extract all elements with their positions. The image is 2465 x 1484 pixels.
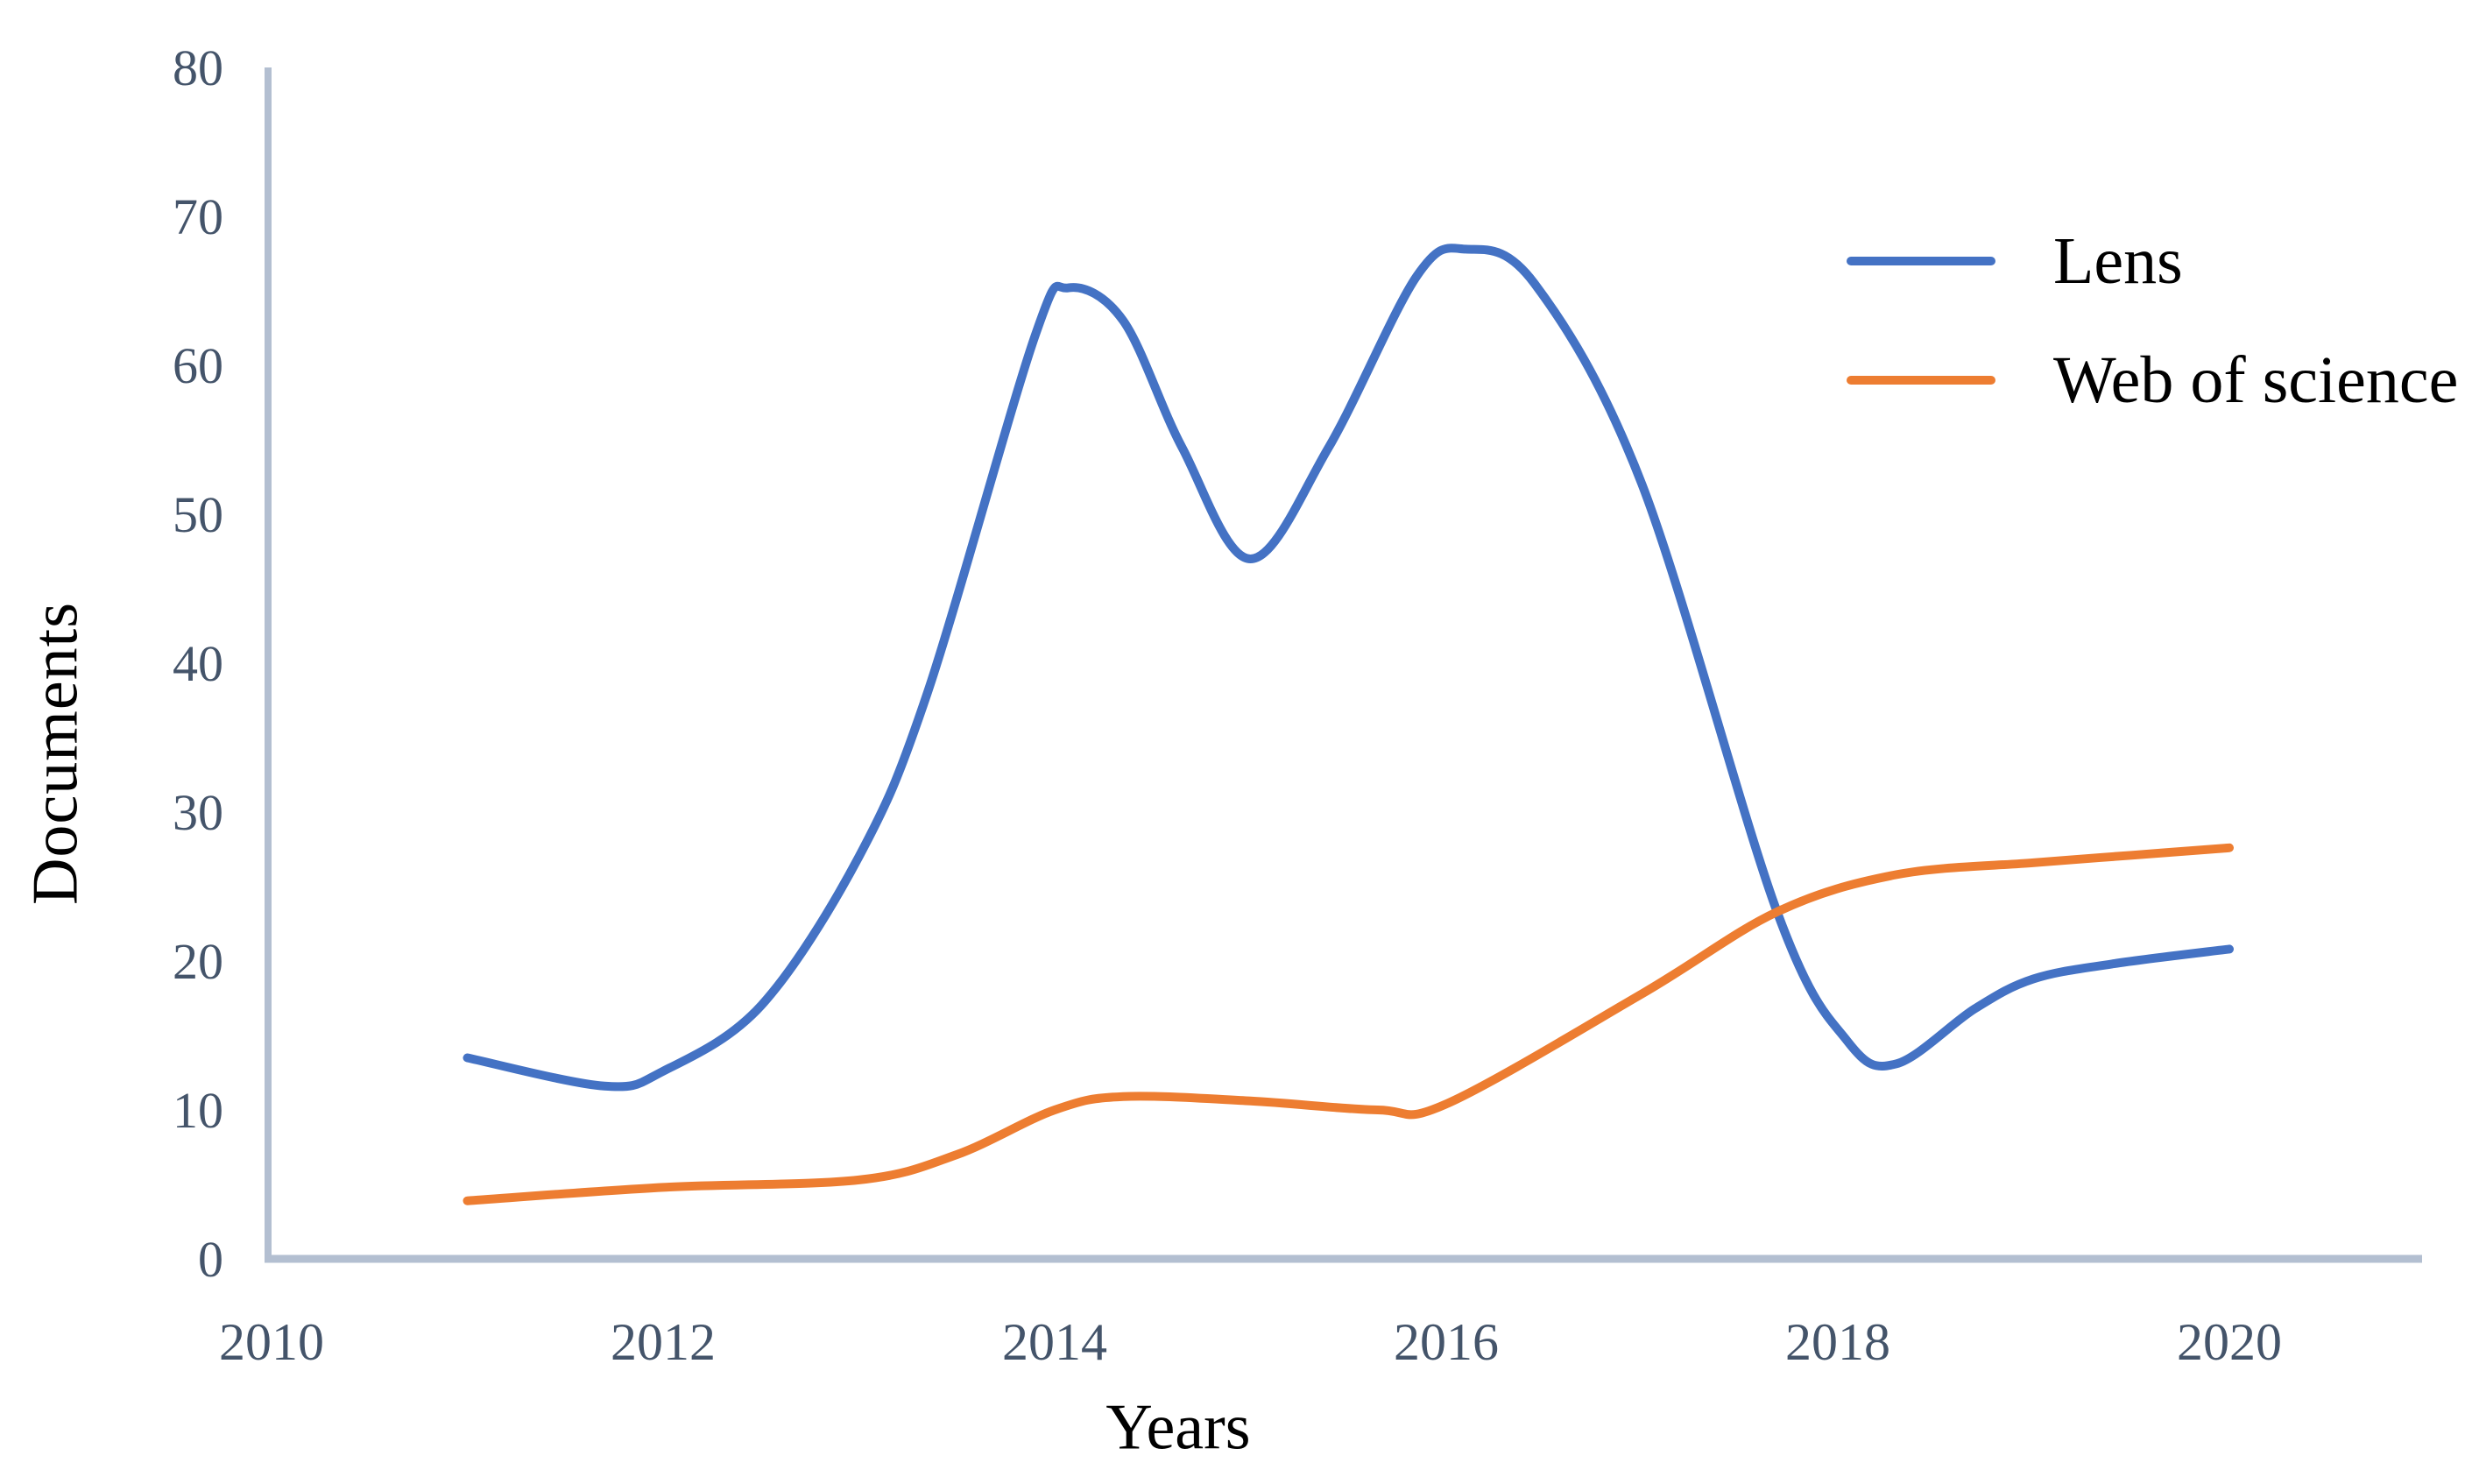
x-tick-label-2020: 2020 — [2177, 1313, 2282, 1371]
legend-line-swatch-lens — [1847, 257, 1995, 265]
y-axis-title: Documents — [19, 601, 92, 906]
legend-label-lens: Lens — [2053, 224, 2183, 298]
x-tick-label-2018: 2018 — [1785, 1313, 1890, 1371]
y-tick-label-20: 20 — [173, 933, 223, 990]
x-tick-label-2014: 2014 — [1002, 1313, 1107, 1371]
series-line-lens — [463, 244, 2234, 1092]
y-tick-label-30: 30 — [173, 784, 223, 841]
y-tick-label-60: 60 — [173, 337, 223, 394]
x-tick-label-2010: 2010 — [219, 1313, 324, 1371]
legend: Lens Web of science — [1847, 226, 2458, 415]
y-tick-label-40: 40 — [173, 635, 223, 692]
y-tick-label-50: 50 — [173, 486, 223, 543]
y-tick-label-80: 80 — [173, 39, 223, 96]
x-axis-title: Years — [1105, 1391, 1251, 1464]
series-line-web-of-science — [463, 843, 2234, 1205]
legend-line-swatch-web-of-science — [1847, 376, 1995, 385]
y-tick-label-70: 70 — [173, 188, 223, 245]
legend-item-web-of-science: Web of science — [1847, 345, 2458, 415]
y-tick-label-0: 0 — [198, 1231, 223, 1288]
x-tick-label-2012: 2012 — [611, 1313, 716, 1371]
y-tick-label-10: 10 — [173, 1082, 223, 1139]
legend-label-web-of-science: Web of science — [2053, 343, 2459, 417]
legend-item-lens: Lens — [1847, 226, 2458, 296]
x-tick-label-2016: 2016 — [1394, 1313, 1499, 1371]
